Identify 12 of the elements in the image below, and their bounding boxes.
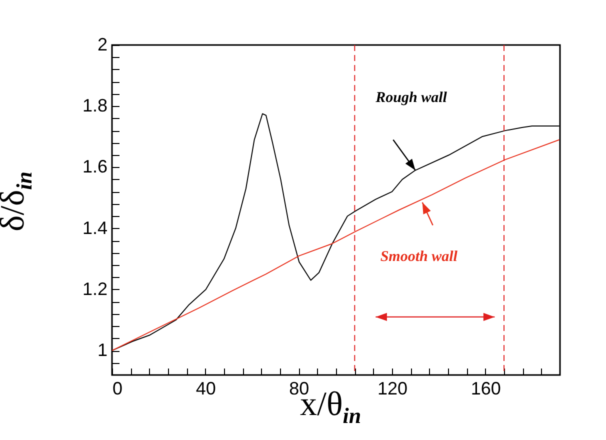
y-tick-label: 1.8 xyxy=(82,96,108,116)
y-tick-label: 1.4 xyxy=(82,218,108,238)
y-tick-label: 1.2 xyxy=(82,278,108,299)
y-tick-label: 1.6 xyxy=(82,156,108,177)
x-tick-label: 120 xyxy=(377,378,408,398)
x-tick-label: 160 xyxy=(470,378,501,398)
y-tick-label: 2 xyxy=(97,34,108,54)
x-tick-label: 40 xyxy=(196,378,216,398)
series-label: Smooth wall xyxy=(380,248,458,266)
y-tick-label: 1 xyxy=(97,340,108,360)
text: Rough wall xyxy=(376,90,447,107)
x-tick-label: 0 xyxy=(112,378,123,398)
